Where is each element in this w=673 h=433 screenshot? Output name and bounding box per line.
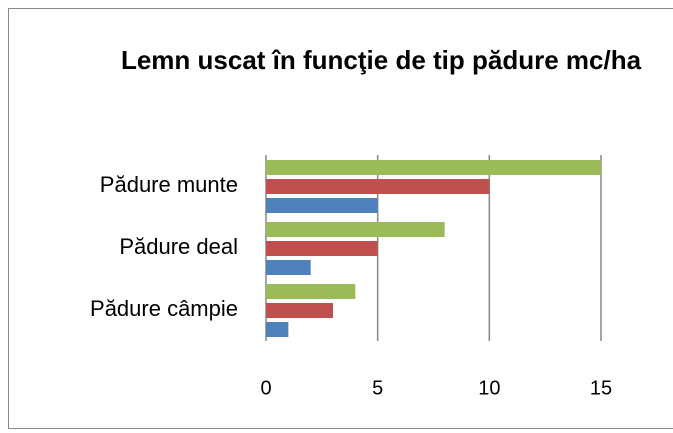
bar: [266, 303, 333, 318]
chart-title: Lemn uscat în funcţie de tip pădure mc/h…: [120, 45, 642, 75]
bar: [266, 284, 356, 299]
bar: [266, 222, 445, 237]
chart-border: [8, 8, 673, 429]
x-tick-label: 15: [590, 377, 612, 399]
y-tick-label: Pădure câmpie: [90, 296, 238, 321]
y-tick-label: Pădure munte: [100, 172, 238, 197]
x-tick-label: 5: [372, 377, 383, 399]
bar: [266, 322, 289, 337]
bar: [266, 179, 490, 194]
bar: [266, 160, 601, 175]
bar: [266, 260, 311, 275]
x-tick-label: 0: [260, 377, 271, 399]
bar: [266, 198, 378, 213]
bar: [266, 241, 378, 256]
y-tick-label: Pădure deal: [119, 234, 238, 259]
x-tick-label: 10: [478, 377, 500, 399]
